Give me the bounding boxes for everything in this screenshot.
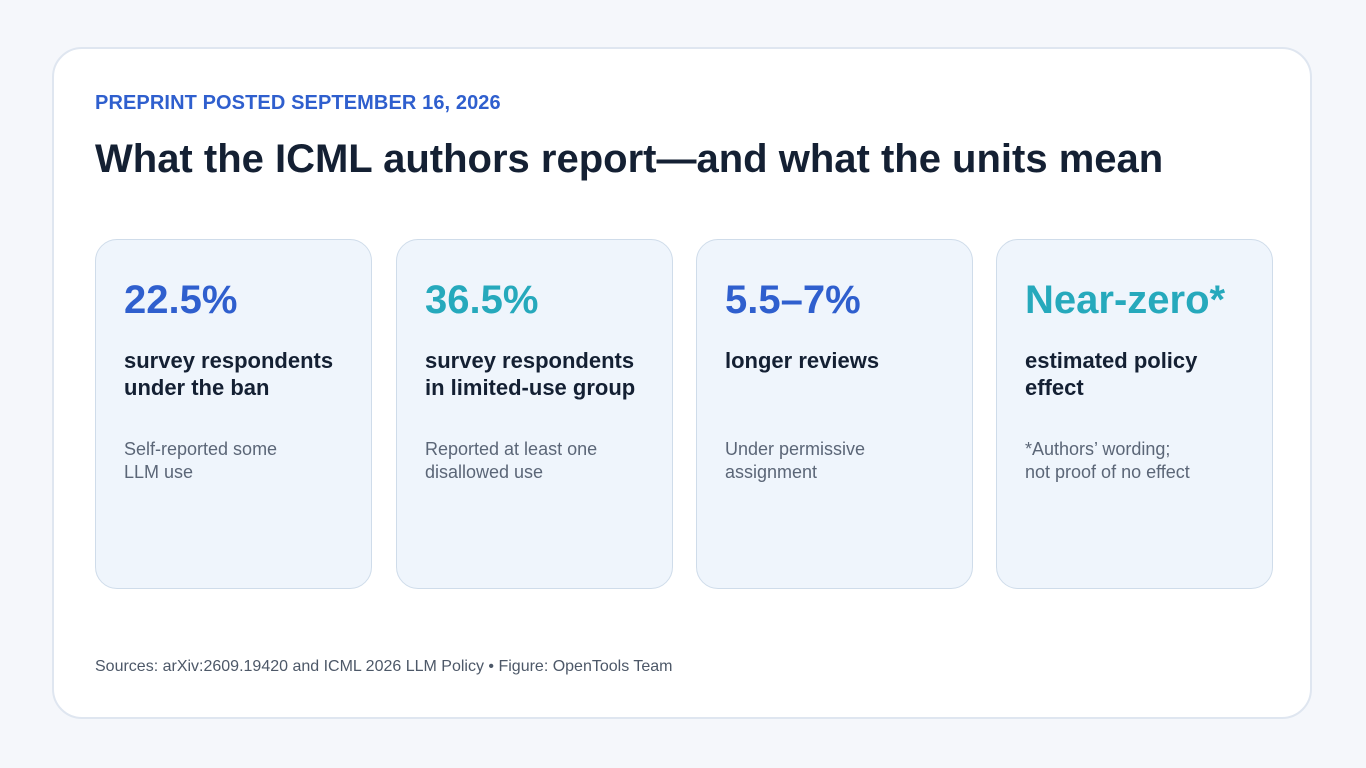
- stat-label-line: longer reviews: [725, 348, 880, 373]
- stat-label: survey respondents under the ban: [124, 347, 359, 401]
- stat-card-limited-use: 36.5% survey respondents in limited-use …: [396, 239, 673, 589]
- stat-card-policy-effect: Near-zero* estimated policy effect *Auth…: [996, 239, 1273, 589]
- stat-note-line: not proof of no effect: [1025, 462, 1190, 482]
- preprint-date-eyebrow: PREPRINT POSTED SEPTEMBER 16, 2026: [95, 92, 501, 114]
- stat-note-line: disallowed use: [425, 462, 544, 482]
- figure-title: What the ICML authors report—and what th…: [95, 137, 1164, 181]
- stat-label-line: estimated policy: [1025, 348, 1198, 373]
- stat-note: Under permissive assignment: [725, 438, 960, 484]
- stat-label-line: under the ban: [124, 375, 270, 400]
- stat-label-line: in limited-use group: [425, 375, 636, 400]
- stat-label: survey respondents in limited-use group: [425, 347, 660, 401]
- stat-label-line: survey respondents: [425, 348, 635, 373]
- stat-label: estimated policy effect: [1025, 347, 1260, 401]
- stat-cards: 22.5% survey respondents under the ban S…: [95, 239, 1275, 591]
- stat-note-line: *Authors’ wording;: [1025, 439, 1171, 459]
- stat-note-line: Self-reported some: [124, 439, 278, 459]
- stat-note: Reported at least one disallowed use: [425, 438, 660, 484]
- stat-note-line: Reported at least one: [425, 439, 598, 459]
- stat-note: Self-reported some LLM use: [124, 438, 359, 484]
- stat-card-ban-usage: 22.5% survey respondents under the ban S…: [95, 239, 372, 589]
- stat-value: 36.5%: [425, 278, 539, 322]
- stat-label-line: effect: [1025, 375, 1084, 400]
- sources-footer: Sources: arXiv:2609.19420 and ICML 2026 …: [95, 658, 673, 675]
- stat-label: longer reviews: [725, 347, 960, 374]
- stat-note: *Authors’ wording; not proof of no effec…: [1025, 438, 1260, 484]
- stat-value: 22.5%: [124, 278, 238, 322]
- stat-note-line: LLM use: [124, 462, 194, 482]
- stat-note-line: Under permissive: [725, 439, 866, 459]
- stat-value: Near-zero*: [1025, 278, 1226, 322]
- figure-panel: PREPRINT POSTED SEPTEMBER 16, 2026 What …: [52, 47, 1312, 719]
- stat-note-line: assignment: [725, 462, 818, 482]
- stat-value: 5.5–7%: [725, 278, 861, 322]
- stat-label-line: survey respondents: [124, 348, 334, 373]
- stat-card-review-length: 5.5–7% longer reviews Under permissive a…: [696, 239, 973, 589]
